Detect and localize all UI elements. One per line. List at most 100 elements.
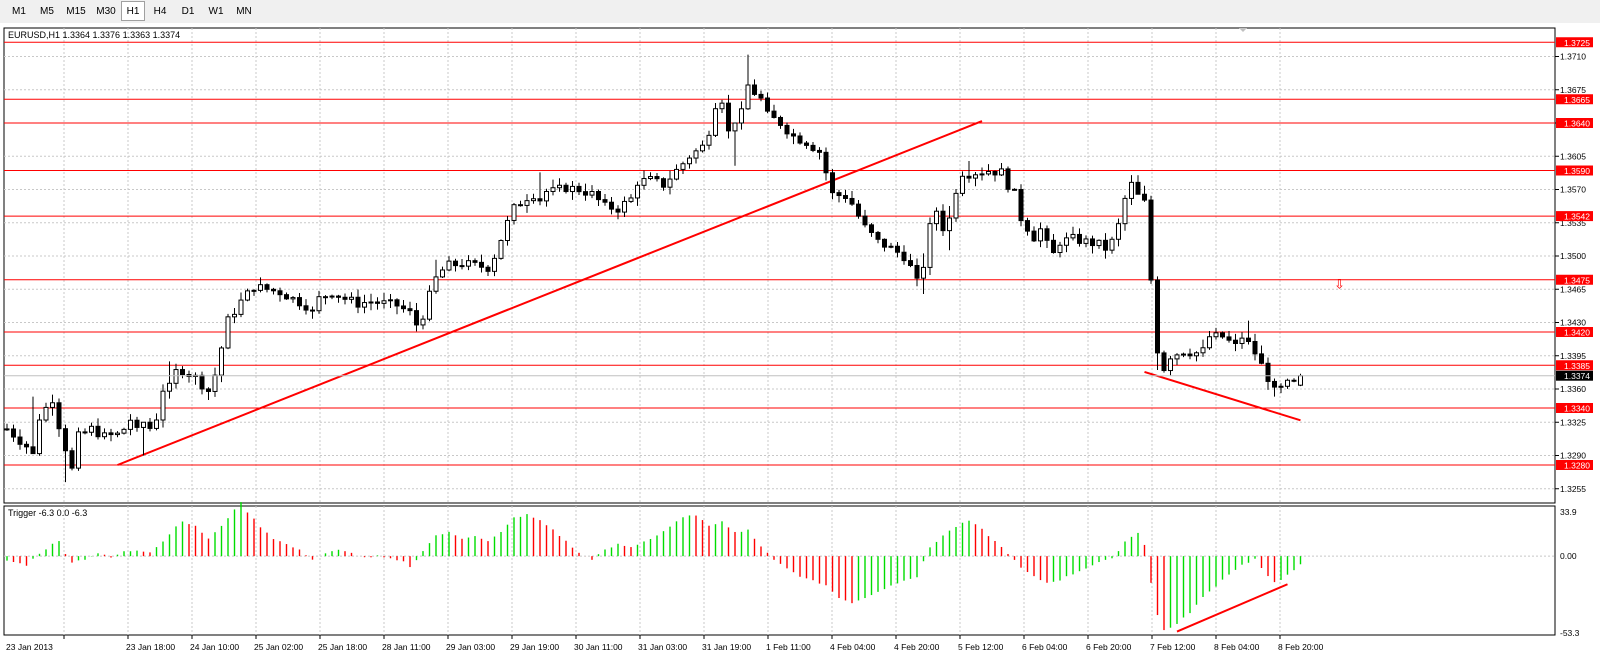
timeframe-button-d1[interactable]: D1 [181, 6, 195, 17]
indicator-pane[interactable] [3, 505, 1556, 636]
candle-body [680, 163, 686, 170]
candle-body [973, 174, 978, 179]
candle-body [1096, 239, 1102, 247]
timeframe-button-mn[interactable]: MN [236, 6, 252, 17]
candle-body [563, 184, 569, 193]
candle-body [1070, 233, 1076, 239]
time-axis-label: 30 Jan 11:00 [574, 642, 623, 652]
candle-body [836, 192, 842, 197]
price-level-label-box [1556, 403, 1593, 413]
candle-body [784, 124, 790, 135]
candle-body [1044, 228, 1050, 241]
candle-body [388, 299, 393, 302]
timeframe-button-m5[interactable]: M5 [40, 6, 54, 17]
down-arrow-icon[interactable]: ⇩ [1334, 277, 1345, 292]
timeframe-button-m30[interactable]: M30 [96, 6, 116, 17]
candle-body [979, 173, 985, 176]
price-trendline [1144, 370, 1301, 422]
price-level-label: 1.3385 [1564, 361, 1590, 371]
time-axis: 23 Jan 2013 23 Jan 18:00 24 Jan 10:00 25 Ja… [6, 635, 1324, 652]
time-axis-label: 31 Jan 19:00 [702, 642, 751, 652]
candle-body [966, 175, 972, 179]
timeframe-button-h1[interactable]: H1 [121, 1, 145, 21]
candle-body [1213, 332, 1219, 338]
chart-area[interactable]: 1.37101.36751.36401.36051.35701.35351.35… [0, 23, 1600, 672]
price-axis-label: 1.3290 [1560, 451, 1586, 461]
candle-body [537, 198, 543, 202]
candle-body [427, 290, 432, 320]
price-axis-label: 1.3605 [1560, 151, 1586, 161]
indicator-axis-label: 0.00 [1560, 551, 1577, 561]
time-axis-label: 5 Feb 12:00 [958, 642, 1004, 652]
shift-marker-icon [1239, 28, 1247, 32]
candle-body [485, 266, 491, 272]
candle-body [37, 419, 42, 455]
candle-body [921, 266, 926, 279]
indicator-axis-label: -53.3 [1560, 628, 1580, 638]
candle-body [511, 204, 517, 221]
candle-body [1168, 358, 1173, 372]
current-price-label: 1.3374 [1564, 371, 1590, 381]
candle-body [167, 382, 172, 392]
timeframe-button-m1[interactable]: M1 [12, 6, 26, 17]
candle-body [56, 402, 62, 430]
candle-body [895, 245, 900, 253]
candle-body [752, 84, 757, 95]
price-axis-label: 1.3325 [1560, 417, 1586, 427]
candle-body [1005, 168, 1011, 190]
candle-body [940, 210, 946, 232]
time-axis-label: 24 Jan 10:00 [190, 642, 239, 652]
candle-body [1083, 238, 1089, 244]
candle-body [557, 184, 562, 189]
candle-body [401, 305, 406, 310]
price-level-label-box [1556, 211, 1593, 222]
candle-body [1038, 228, 1043, 242]
time-axis-label: 23 Jan 2013 [6, 642, 53, 652]
candle-body [1246, 337, 1251, 343]
candle-body [875, 231, 881, 240]
candle-body [849, 197, 855, 205]
timeframe-button-h4[interactable]: H4 [153, 6, 167, 17]
candle-body [381, 300, 387, 304]
candle-body [550, 187, 556, 192]
price-level-label: 1.3542 [1564, 212, 1590, 222]
candle-body [791, 133, 796, 137]
candle-body [1226, 336, 1232, 341]
candle-body [934, 210, 939, 225]
price-pane[interactable] [3, 27, 1556, 504]
time-axis-label: 6 Feb 04:00 [1022, 642, 1068, 652]
candle-body [219, 347, 224, 376]
candle-body [524, 200, 530, 206]
candle-body [323, 296, 328, 299]
candle-body [1122, 197, 1128, 225]
candle-body [134, 419, 140, 428]
candle-body [17, 436, 23, 445]
candle-body [661, 178, 666, 188]
candle-body [732, 122, 738, 132]
timeframe-button-m15[interactable]: M15 [66, 6, 86, 17]
candle-body [505, 219, 510, 242]
candle-body [693, 150, 699, 159]
time-axis-label: 7 Feb 12:00 [1150, 642, 1196, 652]
time-axis-label: 23 Jan 18:00 [126, 642, 175, 652]
chart-title: EURUSD,H1 1.3364 1.3376 1.3363 1.3374 [8, 30, 180, 40]
candle-body [654, 176, 660, 180]
timeframe-button-w1[interactable]: W1 [208, 6, 224, 17]
candle-body [1135, 181, 1141, 195]
price-level-label: 1.3280 [1564, 461, 1590, 471]
candle-body [667, 178, 673, 188]
time-axis-label: 29 Jan 19:00 [510, 642, 559, 652]
candle-body [687, 157, 692, 165]
candle-body [635, 184, 640, 199]
candle-body [1161, 352, 1167, 372]
candle-body [375, 301, 380, 304]
candle-body [719, 102, 725, 110]
candle-body [245, 290, 250, 301]
candle-body [297, 297, 302, 307]
price-axis-label: 1.3395 [1560, 351, 1586, 361]
candle-body [160, 390, 166, 421]
candle-body [69, 450, 75, 469]
candle-body [830, 172, 835, 194]
candle-body [914, 264, 920, 279]
candle-body [986, 170, 991, 175]
